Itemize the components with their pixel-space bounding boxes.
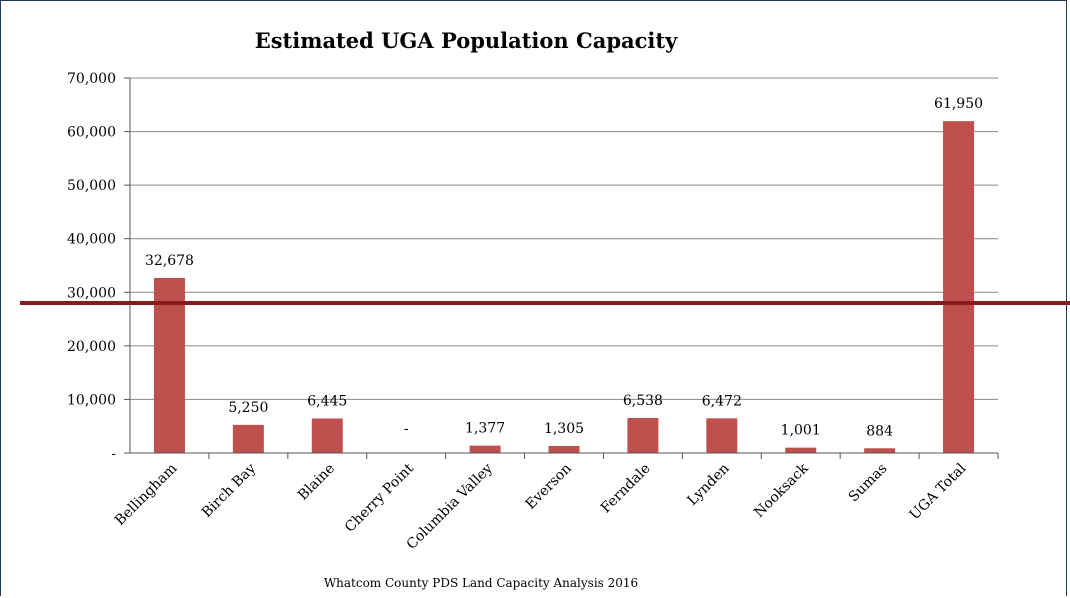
category-label: Sumas — [846, 461, 891, 506]
category-label: Columbia Valley — [404, 460, 496, 552]
y-tick-label: - — [111, 446, 116, 462]
bar — [864, 448, 896, 453]
chart-title: Estimated UGA Population Capacity — [255, 28, 678, 53]
data-labels: 32,678 5,250 6,445 - 1,377 1,305 6,538 6,472 1,0… — [145, 96, 983, 439]
source-note: Whatcom County PDS Land Capacity Analysi… — [324, 576, 638, 590]
category-label: Cherry Point — [342, 460, 417, 535]
y-tick-label: 40,000 — [67, 232, 116, 248]
bar — [232, 424, 264, 453]
y-tick-label: 70,000 — [67, 71, 116, 87]
category-label: Nooksack — [751, 460, 812, 521]
y-tick-label: 20,000 — [67, 339, 116, 355]
y-tick-label: 10,000 — [67, 392, 116, 408]
bar — [469, 445, 501, 453]
data-label: 6,445 — [307, 393, 347, 409]
bar — [311, 418, 343, 453]
category-label: Everson — [523, 461, 575, 513]
bars — [153, 121, 975, 453]
data-label: 1,305 — [544, 421, 584, 437]
bar — [627, 417, 659, 453]
category-label: UGA Total — [907, 460, 970, 523]
data-label: 1,377 — [465, 421, 505, 437]
category-label: Blaine — [295, 461, 338, 504]
y-tick-label: 50,000 — [67, 178, 116, 194]
y-axis-ticks: - 10,000 20,000 30,000 40,000 50,000 60,000 70,… — [67, 71, 130, 462]
y-tick-label: 30,000 — [67, 285, 116, 301]
category-label: Lynden — [684, 461, 732, 509]
y-tick-label: 60,000 — [67, 125, 116, 141]
data-label: - — [404, 421, 409, 437]
x-axis-categories: Bellingham Birch Bay Blaine Cherry PointCol… — [112, 453, 999, 553]
bar — [548, 446, 580, 453]
bar — [943, 121, 975, 453]
axes — [129, 78, 998, 454]
category-label: Birch Bay — [199, 460, 259, 520]
category-label: Bellingham — [112, 461, 180, 529]
bar — [785, 447, 817, 453]
data-label: 61,950 — [934, 96, 983, 112]
category-label: Ferndale — [598, 461, 654, 517]
bar — [706, 418, 738, 453]
data-label: 32,678 — [145, 253, 194, 269]
data-label: 6,538 — [623, 393, 663, 409]
gridlines — [130, 77, 998, 400]
data-label: 6,472 — [702, 393, 742, 409]
data-label: 884 — [866, 423, 893, 439]
data-label: 5,250 — [228, 400, 268, 416]
bar — [153, 277, 185, 453]
data-label: 1,001 — [781, 423, 821, 439]
